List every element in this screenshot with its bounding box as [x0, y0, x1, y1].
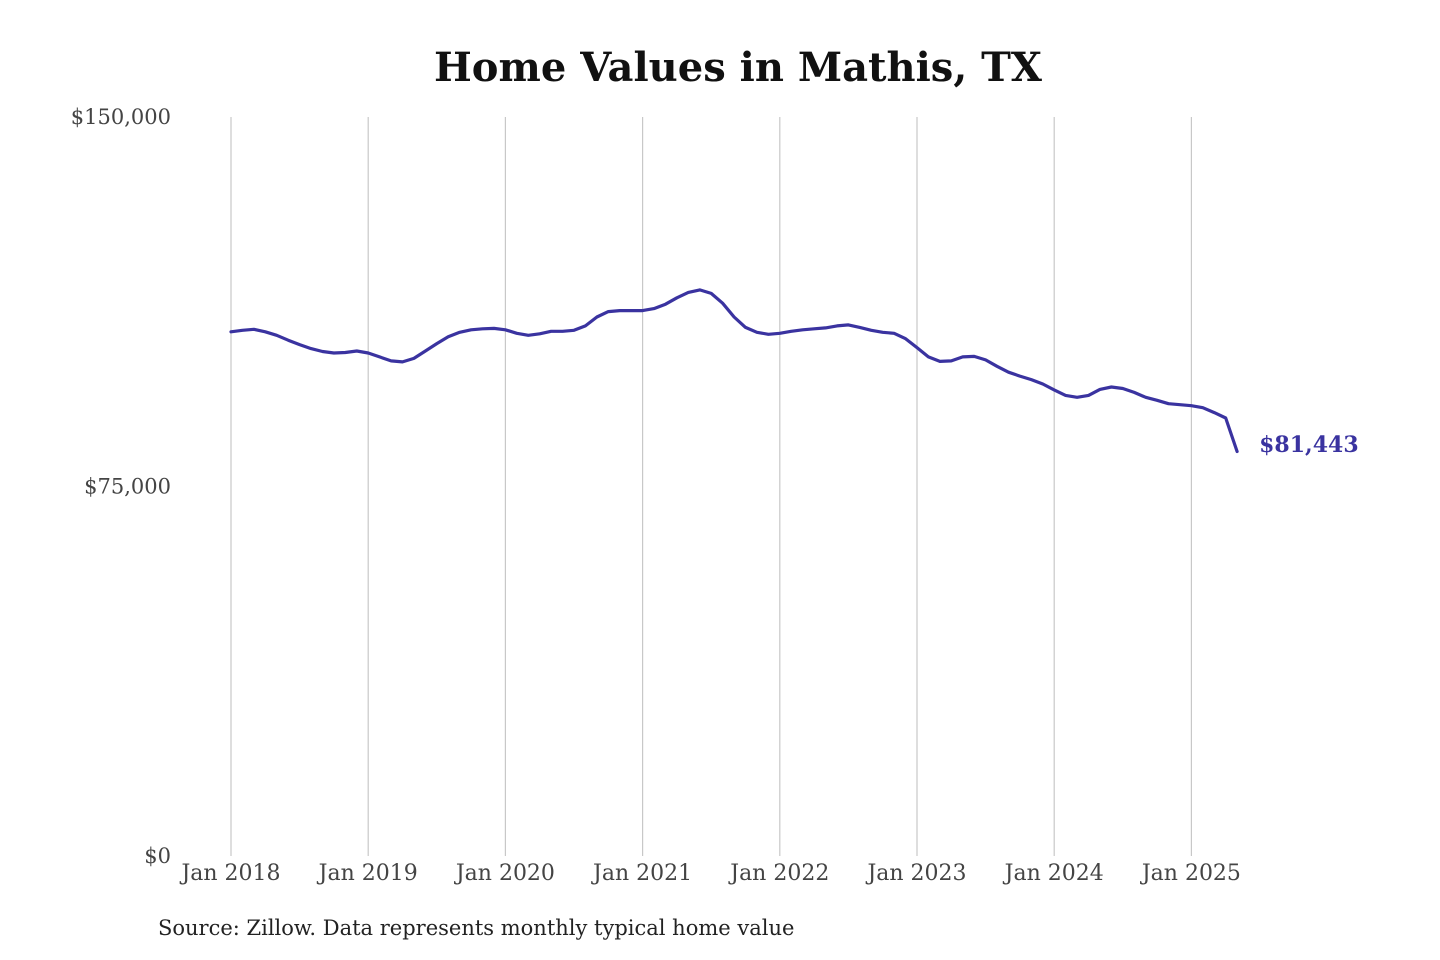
source-note: Source: Zillow. Data represents monthly … — [158, 916, 795, 940]
y-tick-label: $150,000 — [71, 105, 171, 129]
y-tick-label: $0 — [144, 844, 171, 868]
x-tick-label: Jan 2025 — [1140, 861, 1241, 886]
x-tick-label: Jan 2022 — [728, 861, 829, 886]
x-tick-label: Jan 2020 — [454, 861, 555, 886]
x-tick-label: Jan 2021 — [591, 861, 692, 886]
end-value-label: $81,443 — [1259, 432, 1359, 458]
home-value-line — [229, 288, 1239, 454]
x-tick-label: Jan 2018 — [179, 861, 280, 886]
x-tick-label: Jan 2019 — [317, 861, 418, 886]
y-tick-label: $75,000 — [84, 475, 171, 499]
vertical-gridlines — [230, 117, 1193, 856]
x-axis-tick-labels: Jan 2018 Jan 2019 Jan 2020 Jan 2021 Jan 2022… — [179, 861, 1240, 886]
x-tick-label: Jan 2023 — [865, 861, 966, 886]
y-axis-tick-labels: $0 $75,000 $150,000 — [71, 105, 171, 868]
x-tick-label: Jan 2024 — [1003, 861, 1104, 886]
chart-title: Home Values in Mathis, TX — [434, 44, 1042, 91]
series-group: $81,443 — [229, 288, 1359, 458]
